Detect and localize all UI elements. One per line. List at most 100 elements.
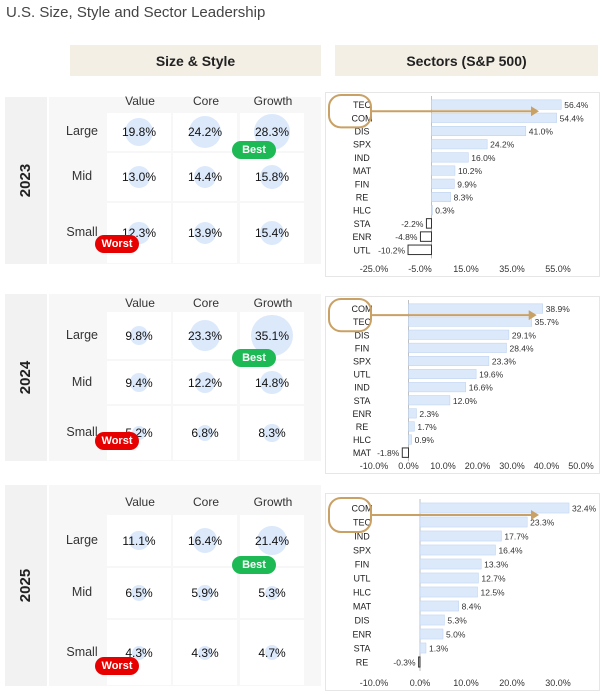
cell-value: 13.9% [187, 226, 223, 240]
column-header-value: Value [125, 94, 155, 108]
sector-bar-utl [407, 244, 432, 256]
sector-value-label: 12.5% [481, 588, 506, 598]
sector-bar-mat [431, 165, 456, 176]
sector-chart-svg: COM 38.9% TEC 35.7% DIS 29.1% FIN 28.4% SPX 23.3%… [328, 298, 594, 471]
column-header-growth: Growth [253, 94, 293, 108]
sector-bar-tec [419, 516, 528, 528]
sector-value-label: 16.4% [498, 546, 523, 556]
sector-bar-re [431, 191, 451, 203]
cell-value: 6.5% [125, 586, 153, 600]
cell-value: 13.0% [121, 170, 157, 184]
value-bubble [189, 116, 221, 148]
value-bubble [198, 645, 212, 660]
sector-label: TEC [353, 518, 372, 528]
sector-label: STA [354, 644, 371, 654]
value-bubble [194, 372, 216, 393]
sector-bar-dis [419, 614, 445, 626]
worst-badge: Worst [95, 657, 139, 675]
sector-label: DIS [354, 330, 369, 340]
best-badge: Best [232, 141, 276, 159]
page-title: U.S. Size, Style and Sector Leadership [6, 4, 266, 21]
grid-cell: 19.8% [107, 113, 171, 151]
sector-value-label: 12.7% [481, 574, 506, 584]
x-tick-label: -10.0% [360, 461, 389, 471]
cell-value: 16.4% [187, 533, 223, 548]
cell-value: 23.3% [187, 328, 223, 343]
year-label-2024: 2024 [5, 294, 47, 461]
value-bubble [189, 320, 221, 351]
x-tick-label: -10.0% [360, 678, 389, 688]
cell-value: 21.4% [254, 533, 290, 548]
sector-value-label: 8.4% [462, 602, 482, 612]
cell-value: 8.3% [258, 426, 286, 440]
x-tick-label: 0.0% [398, 461, 419, 471]
sector-label: STA [354, 219, 371, 229]
size-style-header: Size & Style [70, 45, 321, 76]
grid-cell: 16.4% [173, 515, 237, 566]
sector-chart-2025: COM 32.4% TEC 23.3% IND 17.7% SPX 16.4% FIN 13.3%… [325, 493, 600, 691]
sector-chart-svg: TEC 56.4% COM 54.4% DIS 41.0% SPX 24.2% IND 16.0%… [328, 94, 589, 274]
grid-cell: 12.3% [107, 203, 171, 263]
sector-bar-ind [419, 530, 502, 542]
sector-value-label: 54.4% [560, 113, 585, 123]
x-tick-label: 20.0% [499, 678, 525, 688]
highlight-arrow-head [531, 510, 539, 520]
sector-bar-sta [419, 642, 427, 654]
sector-value-label: 23.3% [492, 356, 517, 366]
sector-label: HLC [353, 435, 372, 445]
sector-value-label: 38.9% [546, 304, 571, 314]
x-tick-label: 35.0% [499, 264, 525, 274]
sector-bar-spx [431, 139, 488, 150]
sector-label: UTL [353, 245, 370, 255]
highlight-arrow-head [528, 310, 537, 321]
value-bubble [259, 164, 285, 190]
sector-bar-fin [419, 558, 482, 570]
x-tick-label: 0.0% [410, 678, 431, 688]
sector-value-label: 32.4% [572, 504, 597, 514]
value-bubble [193, 165, 217, 189]
grid-cell: 24.2% [173, 113, 237, 151]
sector-bar-ind [408, 382, 467, 393]
sector-label: ENR [352, 630, 372, 640]
sector-label: UTL [353, 574, 370, 584]
sector-bar-tec [408, 316, 532, 327]
sector-chart-svg: COM 32.4% TEC 23.3% IND 17.7% SPX 16.4% FIN 13.3%… [328, 497, 597, 688]
grid-cell: 9.8% [107, 312, 171, 359]
sector-value-label: 16.0% [471, 153, 496, 163]
grid-cell: 12.2% [173, 361, 237, 404]
cell-value: 14.8% [254, 375, 290, 390]
sector-label: ENR [352, 409, 372, 419]
value-bubble [192, 528, 218, 553]
sector-label: RE [356, 193, 369, 203]
sector-label: HLC [353, 588, 372, 598]
sector-value-label: 5.0% [446, 630, 466, 640]
cell-value: 5.9% [191, 586, 219, 600]
sector-label: IND [354, 532, 370, 542]
sector-label: MAT [353, 602, 372, 612]
sector-bar-utl [408, 369, 477, 380]
sector-bar-mat [401, 447, 410, 458]
sector-chart-2024: COM 38.9% TEC 35.7% DIS 29.1% FIN 28.4% SPX 23.3%… [325, 296, 600, 474]
x-tick-label: 10.0% [430, 461, 456, 471]
cell-value: 14.4% [187, 170, 223, 184]
sector-label: SPX [353, 140, 371, 150]
row-label-mid: Mid [71, 585, 93, 599]
grid-cell: 23.3% [173, 312, 237, 359]
value-bubble [260, 221, 284, 245]
sector-bar-utl [419, 572, 479, 584]
sector-bar-hlc [431, 205, 433, 216]
sector-value-label: 23.3% [530, 518, 555, 528]
sector-bar-sta [408, 395, 451, 406]
sector-value-label: 17.7% [504, 532, 529, 542]
cell-value: 6.8% [191, 426, 219, 440]
sector-label: FIN [355, 343, 370, 353]
cell-value: 4.3% [125, 645, 153, 660]
sector-value-label: 8.3% [454, 193, 474, 203]
best-badge: Best [232, 349, 276, 367]
column-header-growth: Growth [253, 296, 293, 310]
sector-label: UTL [353, 370, 370, 380]
sector-label: ENR [352, 232, 372, 242]
x-tick-label: 10.0% [453, 678, 479, 688]
grid-cell: 13.9% [173, 203, 237, 263]
sector-bar-enr [408, 408, 417, 419]
